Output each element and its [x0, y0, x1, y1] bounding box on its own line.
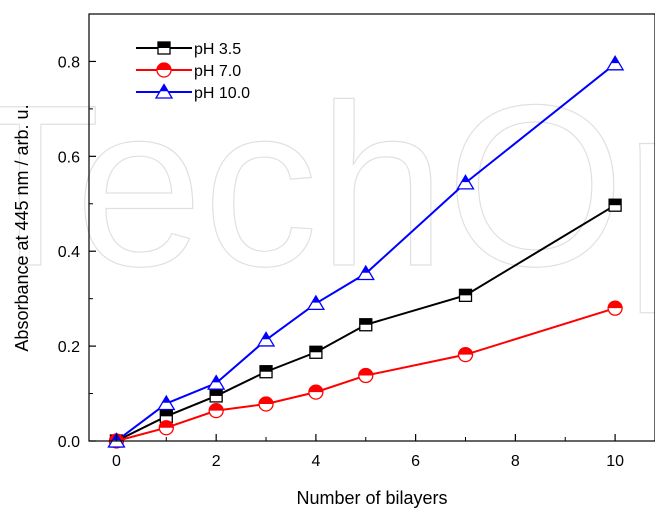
legend-entry: pH 7.0	[136, 62, 241, 80]
data-point	[259, 365, 273, 379]
legend-label: pH 7.0	[194, 63, 241, 80]
data-point	[359, 318, 373, 332]
legend-label: pH 10.0	[194, 85, 250, 102]
y-axis-title: Absorbance at 445 nm / arb. u.	[12, 104, 32, 351]
data-point	[608, 198, 622, 212]
x-tick-label: 10	[606, 453, 624, 470]
legend: pH 3.5 pH 7.0 pH 10.0	[136, 41, 250, 102]
data-point	[607, 300, 623, 316]
data-point	[208, 402, 224, 419]
watermark-text: TechOpen	[0, 57, 655, 314]
data-point	[358, 367, 374, 384]
x-tick-label: 6	[411, 453, 420, 470]
data-point	[306, 294, 326, 311]
x-tick-label: 2	[212, 453, 221, 470]
data-point	[456, 174, 475, 190]
data-point	[458, 288, 473, 302]
axes: 0 2 4 6 8 10 0.0 0.2 0.4 0.6 0.8	[58, 54, 624, 470]
series-line	[116, 307, 616, 442]
data-point	[258, 396, 274, 412]
x-axis-title: Number of bilayers	[296, 488, 447, 508]
legend-marker	[156, 62, 172, 78]
legend-label: pH 3.5	[194, 41, 241, 58]
x-tick-label: 0	[112, 453, 121, 470]
y-tick-label: 0.2	[58, 339, 80, 356]
y-tick-label: 0.6	[58, 149, 80, 166]
x-tick-label: 4	[311, 453, 320, 470]
y-tick-label: 0.8	[58, 54, 80, 71]
data-point	[308, 384, 324, 400]
data-point	[256, 331, 276, 347]
data-point	[605, 55, 625, 71]
legend-entry: pH 10.0	[136, 83, 250, 102]
plot-frame	[88, 13, 655, 442]
plot-area	[107, 55, 625, 449]
data-point	[356, 264, 375, 281]
series-line	[115, 63, 616, 442]
y-tick-label: 0.0	[58, 434, 80, 451]
data-point	[209, 389, 223, 403]
series-line	[115, 204, 616, 442]
data-point	[457, 347, 474, 363]
legend-marker	[157, 41, 171, 55]
data-point	[207, 374, 226, 390]
data-point	[157, 394, 176, 411]
legend-marker	[154, 83, 174, 99]
legend-entry: pH 3.5	[136, 41, 241, 58]
data-point	[158, 420, 174, 436]
y-tick-label: 0.4	[58, 244, 80, 261]
x-tick-label: 8	[511, 453, 520, 470]
data-point	[309, 345, 323, 359]
